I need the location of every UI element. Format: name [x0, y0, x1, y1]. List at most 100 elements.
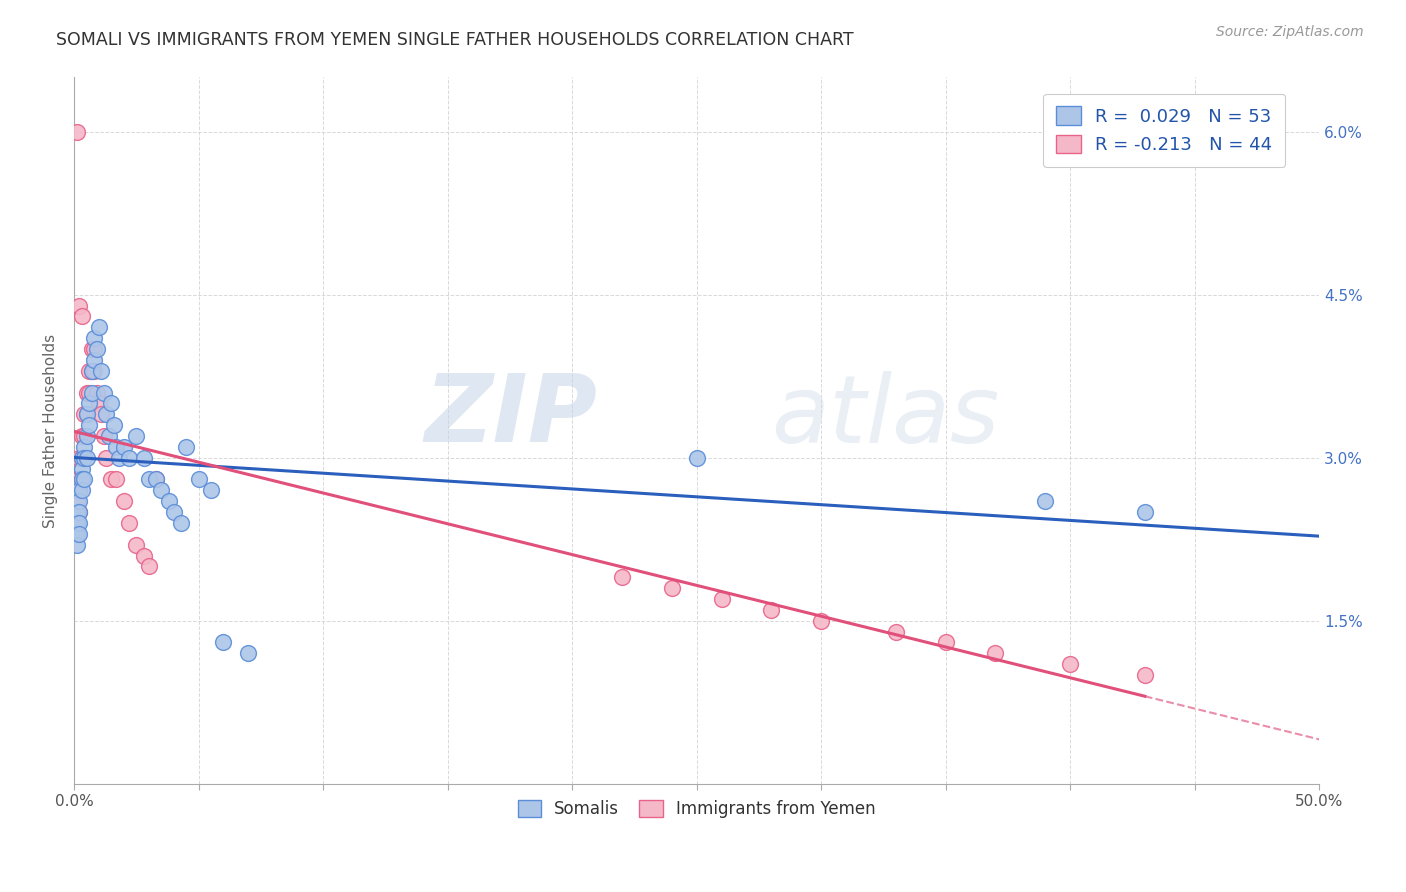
Point [76, 429, 98, 443]
Point [67, 505, 90, 519]
Point [90, 364, 112, 378]
Point [73, 473, 96, 487]
Point [103, 418, 125, 433]
Point [87, 396, 110, 410]
Point [80, 364, 103, 378]
Point [77, 385, 100, 400]
Point [70, 450, 93, 465]
Point [200, 483, 222, 498]
Point [118, 450, 141, 465]
Point [118, 516, 141, 530]
Point [83, 342, 105, 356]
Point [65, 473, 87, 487]
Point [96, 450, 118, 465]
Point [77, 396, 100, 410]
Point [67, 473, 90, 487]
Point [80, 385, 103, 400]
Point [70, 450, 93, 465]
Point [73, 407, 96, 421]
Point [76, 450, 98, 465]
Point [935, 635, 957, 649]
Point [761, 603, 783, 617]
Point [810, 614, 832, 628]
Point [112, 440, 135, 454]
Point [70, 310, 93, 324]
Point [125, 429, 148, 443]
Point [70, 473, 93, 487]
Point [105, 440, 128, 454]
Point [83, 353, 105, 368]
Point [73, 440, 96, 454]
Point [187, 473, 209, 487]
Point [76, 385, 98, 400]
Point [90, 407, 112, 421]
Point [212, 635, 235, 649]
Point [65, 526, 87, 541]
Point [170, 516, 193, 530]
Text: ZIP: ZIP [425, 370, 598, 462]
Text: Source: ZipAtlas.com: Source: ZipAtlas.com [1216, 25, 1364, 39]
Point [93, 385, 115, 400]
Point [610, 570, 633, 584]
Point [77, 364, 100, 378]
Point [1033, 494, 1056, 508]
Text: atlas: atlas [772, 371, 1000, 462]
Point [132, 450, 155, 465]
Point [73, 450, 96, 465]
Point [145, 473, 167, 487]
Point [67, 450, 90, 465]
Point [67, 483, 90, 498]
Y-axis label: Single Father Households: Single Father Households [44, 334, 58, 528]
Point [65, 505, 87, 519]
Point [174, 440, 197, 454]
Point [138, 559, 160, 574]
Point [112, 494, 135, 508]
Point [685, 450, 707, 465]
Point [73, 429, 96, 443]
Point [67, 299, 90, 313]
Point [884, 624, 907, 639]
Point [67, 516, 90, 530]
Point [238, 646, 260, 660]
Point [710, 592, 733, 607]
Point [65, 516, 87, 530]
Point [83, 331, 105, 345]
Point [1059, 657, 1081, 672]
Point [67, 494, 90, 508]
Point [65, 516, 87, 530]
Point [70, 429, 93, 443]
Point [150, 483, 173, 498]
Point [100, 473, 122, 487]
Point [70, 473, 93, 487]
Point [65, 505, 87, 519]
Point [108, 450, 131, 465]
Point [77, 418, 100, 433]
Point [93, 429, 115, 443]
Point [70, 461, 93, 475]
Point [138, 473, 160, 487]
Point [157, 494, 180, 508]
Point [984, 646, 1007, 660]
Point [65, 538, 87, 552]
Point [86, 385, 108, 400]
Point [86, 342, 108, 356]
Point [67, 505, 90, 519]
Point [96, 407, 118, 421]
Point [100, 396, 122, 410]
Point [67, 483, 90, 498]
Point [67, 526, 90, 541]
Point [70, 483, 93, 498]
Point [76, 407, 98, 421]
Point [1133, 668, 1156, 682]
Point [76, 407, 98, 421]
Text: SOMALI VS IMMIGRANTS FROM YEMEN SINGLE FATHER HOUSEHOLDS CORRELATION CHART: SOMALI VS IMMIGRANTS FROM YEMEN SINGLE F… [56, 31, 853, 49]
Point [80, 342, 103, 356]
Point [65, 494, 87, 508]
Point [83, 364, 105, 378]
Point [132, 549, 155, 563]
Point [87, 320, 110, 334]
Point [125, 538, 148, 552]
Point [163, 505, 186, 519]
Point [1133, 505, 1156, 519]
Point [65, 125, 87, 139]
